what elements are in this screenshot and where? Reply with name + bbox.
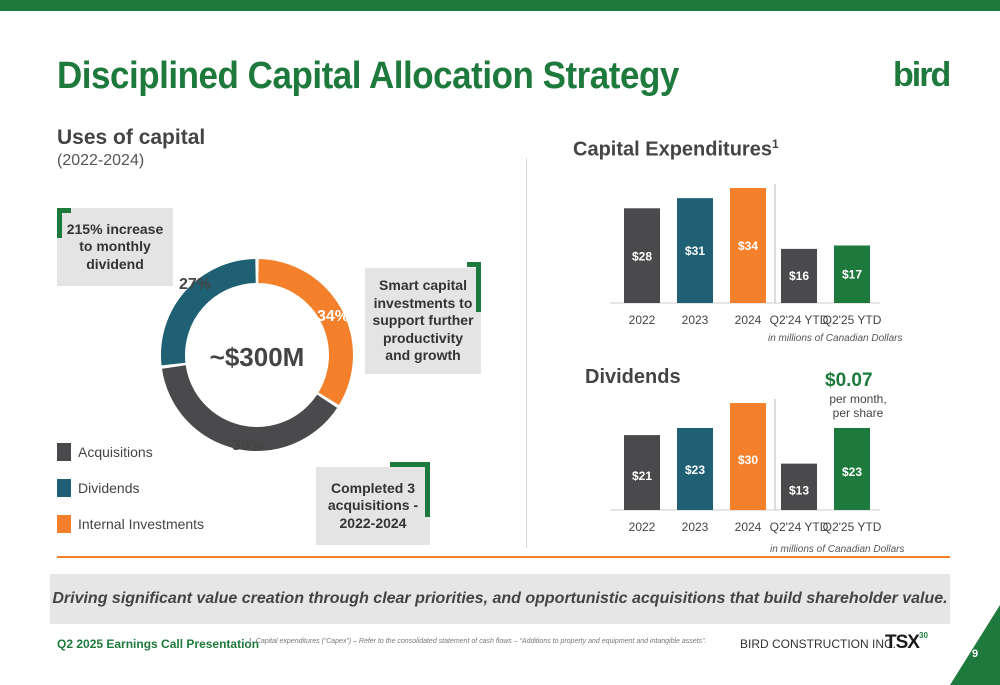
page-corner-triangle xyxy=(950,605,1000,685)
dividends-title: Dividends xyxy=(585,366,681,388)
legend-internal: Internal Investments xyxy=(57,515,204,533)
x-tick-label: Q2'24 YTD xyxy=(770,313,829,327)
x-tick-label: 2022 xyxy=(629,520,656,534)
bar-value-label: $30 xyxy=(738,453,758,467)
bar-2022 xyxy=(624,208,660,303)
bar-value-label: $23 xyxy=(685,463,705,477)
donut-center-label: ~$300M xyxy=(210,342,305,372)
bar-2024 xyxy=(730,403,766,510)
dividend-per-month-text: per month, per share xyxy=(829,392,887,421)
bar-value-label: $31 xyxy=(685,244,705,258)
bar-2024 xyxy=(730,188,766,303)
bar-q2-24-ytd xyxy=(781,463,817,510)
top-accent-bar xyxy=(0,0,1000,11)
dividends-bar-chart: $21 2022 $23 2023 $30 2024 $13 Q2'24 YTD $23 Q2'2… xyxy=(610,399,882,534)
bar-value-label: $13 xyxy=(789,484,809,498)
x-tick-label: Q2'25 YTD xyxy=(823,313,882,327)
bar-value-label: $16 xyxy=(789,269,809,283)
x-tick-label: Q2'25 YTD xyxy=(823,520,882,534)
bar-q2-25-ytd xyxy=(834,427,870,510)
page-number: 9 xyxy=(972,648,979,660)
donut-slice-dividends xyxy=(161,259,256,366)
tsx-badge: 30 xyxy=(919,631,928,640)
x-tick-label: 2023 xyxy=(682,313,709,327)
donut-slice-label: 34% xyxy=(317,308,349,325)
x-tick-label: 2024 xyxy=(735,313,762,327)
donut-slice-internal-investments xyxy=(258,259,353,406)
footnote: 1. Capital expenditures (“Capex”) – Refe… xyxy=(248,638,707,645)
legend-label: Dividends xyxy=(78,480,140,496)
x-tick-label: 2024 xyxy=(735,520,762,534)
legend-acquisitions: Acquisitions xyxy=(57,443,153,461)
x-tick-label: 2023 xyxy=(682,520,709,534)
bird-logo: bird xyxy=(893,56,951,94)
x-tick-label: Q2'24 YTD xyxy=(770,520,829,534)
capex-title: Capital Expenditures1 xyxy=(573,137,779,162)
uses-title: Uses of capital xyxy=(57,126,206,149)
callout-acquisitions: Completed 3 acquisitions - 2022-2024 xyxy=(316,462,430,545)
company-name: BIRD CONSTRUCTION INC. xyxy=(740,637,896,651)
capex-units: in millions of Canadian Dollars xyxy=(768,333,903,344)
dividends-units: in millions of Canadian Dollars xyxy=(770,544,905,555)
orange-divider xyxy=(57,556,950,558)
dividend-per-month-value: $0.07 xyxy=(825,370,873,391)
legend-label: Acquisitions xyxy=(78,444,153,460)
bar-2023 xyxy=(677,198,713,303)
legend-swatch xyxy=(57,443,71,461)
callout-dividend: 215% increase to monthly dividend xyxy=(57,208,173,286)
page-title: Disciplined Capital Allocation Strategy xyxy=(57,55,679,97)
capex-title-text: Capital Expenditures xyxy=(573,138,772,161)
bar-value-label: $21 xyxy=(632,469,652,483)
presentation-name: Q2 2025 Earnings Call Presentation xyxy=(57,637,260,651)
bar-2023 xyxy=(677,427,713,510)
callout-bracket xyxy=(467,262,481,312)
tsx-logo: TSX xyxy=(885,632,920,653)
legend-dividends: Dividends xyxy=(57,479,139,497)
callout-dividend-text: 215% increase to monthly dividend xyxy=(66,220,164,272)
legend-label: Internal Investments xyxy=(78,516,205,532)
callout-bracket xyxy=(390,462,430,517)
bar-value-label: $34 xyxy=(738,239,758,253)
bar-value-label: $28 xyxy=(632,249,652,263)
section-divider xyxy=(526,158,527,548)
x-tick-label: 2022 xyxy=(629,313,656,327)
callout-bracket xyxy=(57,208,71,238)
uses-subtitle: (2022-2024) xyxy=(57,152,145,169)
callout-capital-text: Smart capital investments to support fur… xyxy=(372,277,474,364)
callout-capital: Smart capital investments to support fur… xyxy=(365,262,481,374)
bar-q2-25-ytd xyxy=(834,245,870,303)
bar-q2-24-ytd xyxy=(781,248,817,303)
legend-swatch xyxy=(57,515,71,533)
bar-value-label: $23 xyxy=(842,465,862,479)
bar-value-label: $17 xyxy=(842,268,862,282)
capex-bar-chart: $28 2022 $31 2023 $34 2024 $16 Q2'24 YTD $17 Q2'2… xyxy=(610,184,882,327)
legend-swatch xyxy=(57,479,71,497)
bar-2022 xyxy=(624,435,660,510)
donut-slice-acquisitions xyxy=(161,365,338,451)
callout-acquisitions-text: Completed 3 acquisitions - 2022-2024 xyxy=(327,479,419,531)
donut-slice-label: 27% xyxy=(179,276,211,293)
key-message-banner: Driving significant value creation throu… xyxy=(50,574,950,624)
uses-donut-chart: 34% 39% 27% ~$300M xyxy=(161,259,353,454)
capex-footnote-mark: 1 xyxy=(771,137,779,151)
donut-slice-label: 39% xyxy=(232,437,264,454)
